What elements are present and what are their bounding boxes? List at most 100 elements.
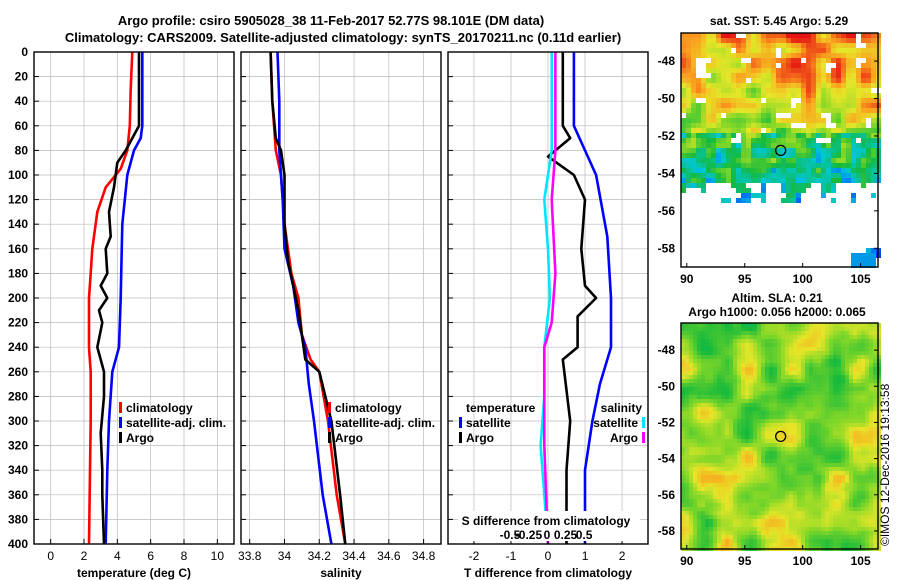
map-cell (873, 371, 877, 375)
map-cell (721, 399, 725, 403)
map-cell (781, 495, 785, 499)
map-cell (816, 58, 821, 63)
map-cell (813, 355, 817, 359)
map-cell (689, 395, 693, 399)
map-cell (831, 158, 836, 163)
map-cell (773, 495, 777, 499)
map-cell (817, 411, 821, 415)
map-cell (697, 523, 701, 527)
map-cell (731, 108, 736, 113)
series-line-t-argo (546, 52, 598, 544)
x-tick-label: 105 (851, 272, 871, 286)
map-cell (817, 383, 821, 387)
map-cell (869, 351, 873, 355)
map-cell (697, 507, 701, 511)
map-cell (773, 483, 777, 487)
map-cell (741, 78, 746, 83)
map-cell (849, 499, 853, 503)
map-cell (685, 367, 689, 371)
map-cell (751, 58, 756, 63)
map-cell (725, 399, 729, 403)
map-cell (877, 351, 881, 355)
map-cell (726, 103, 731, 108)
map-cell (817, 339, 821, 343)
map-cell (741, 491, 745, 495)
map-cell (813, 339, 817, 343)
map-cell (851, 258, 856, 263)
map-cell (713, 439, 717, 443)
map-cell (696, 123, 701, 128)
map-cell (845, 383, 849, 387)
map-cell (826, 93, 831, 98)
map-cell (725, 519, 729, 523)
map-cell (753, 391, 757, 395)
map-cell (765, 343, 769, 347)
map-cell (749, 495, 753, 499)
map-cell (856, 108, 861, 113)
map-cell (825, 455, 829, 459)
map-cell (731, 78, 736, 83)
map-cell (861, 467, 865, 471)
map-cell (716, 93, 721, 98)
map-cell (861, 455, 865, 459)
map-cell (809, 407, 813, 411)
map-cell (845, 487, 849, 491)
map-cell (746, 128, 751, 133)
map-cell (805, 375, 809, 379)
map-cell (749, 359, 753, 363)
map-cell (805, 431, 809, 435)
map-cell (769, 399, 773, 403)
map-cell (725, 351, 729, 355)
map-cell (817, 463, 821, 467)
map-cell (813, 407, 817, 411)
map-cell (765, 367, 769, 371)
map-cell (861, 475, 865, 479)
map-cell (697, 487, 701, 491)
map-cell (713, 419, 717, 423)
map-cell (681, 403, 685, 407)
map-cell (696, 118, 701, 123)
map-cell (713, 411, 717, 415)
map-cell (756, 193, 761, 198)
map-cell (709, 463, 713, 467)
map-cell (821, 38, 826, 43)
map-cell (701, 88, 706, 93)
map-cell (781, 188, 786, 193)
map-cell (757, 391, 761, 395)
map-cell (805, 423, 809, 427)
map-cell (745, 439, 749, 443)
map-cell (846, 163, 851, 168)
map-cell (701, 487, 705, 491)
map-cell (821, 118, 826, 123)
map-cell (761, 53, 766, 58)
map-cell (805, 495, 809, 499)
map-cell (869, 463, 873, 467)
map-cell (833, 427, 837, 431)
map-cell (809, 403, 813, 407)
map-cell (693, 395, 697, 399)
map-cell (693, 447, 697, 451)
map-cell (866, 168, 871, 173)
map-cell (693, 347, 697, 351)
map-cell (865, 459, 869, 463)
map-cell (697, 543, 701, 547)
map-cell (793, 367, 797, 371)
map-cell (785, 435, 789, 439)
map-cell (849, 363, 853, 367)
map-cell (793, 331, 797, 335)
map-cell (816, 128, 821, 133)
map-cell (873, 379, 877, 383)
map-cell (813, 467, 817, 471)
map-cell (713, 347, 717, 351)
map-cell (737, 427, 741, 431)
map-cell (873, 415, 877, 419)
map-cell (681, 447, 685, 451)
map-cell (741, 503, 745, 507)
map-cell (797, 447, 801, 451)
map-cell (709, 531, 713, 535)
map-cell (741, 38, 746, 43)
map-cell (681, 511, 685, 515)
map-cell (696, 43, 701, 48)
map-cell (713, 475, 717, 479)
map-cell (833, 515, 837, 519)
